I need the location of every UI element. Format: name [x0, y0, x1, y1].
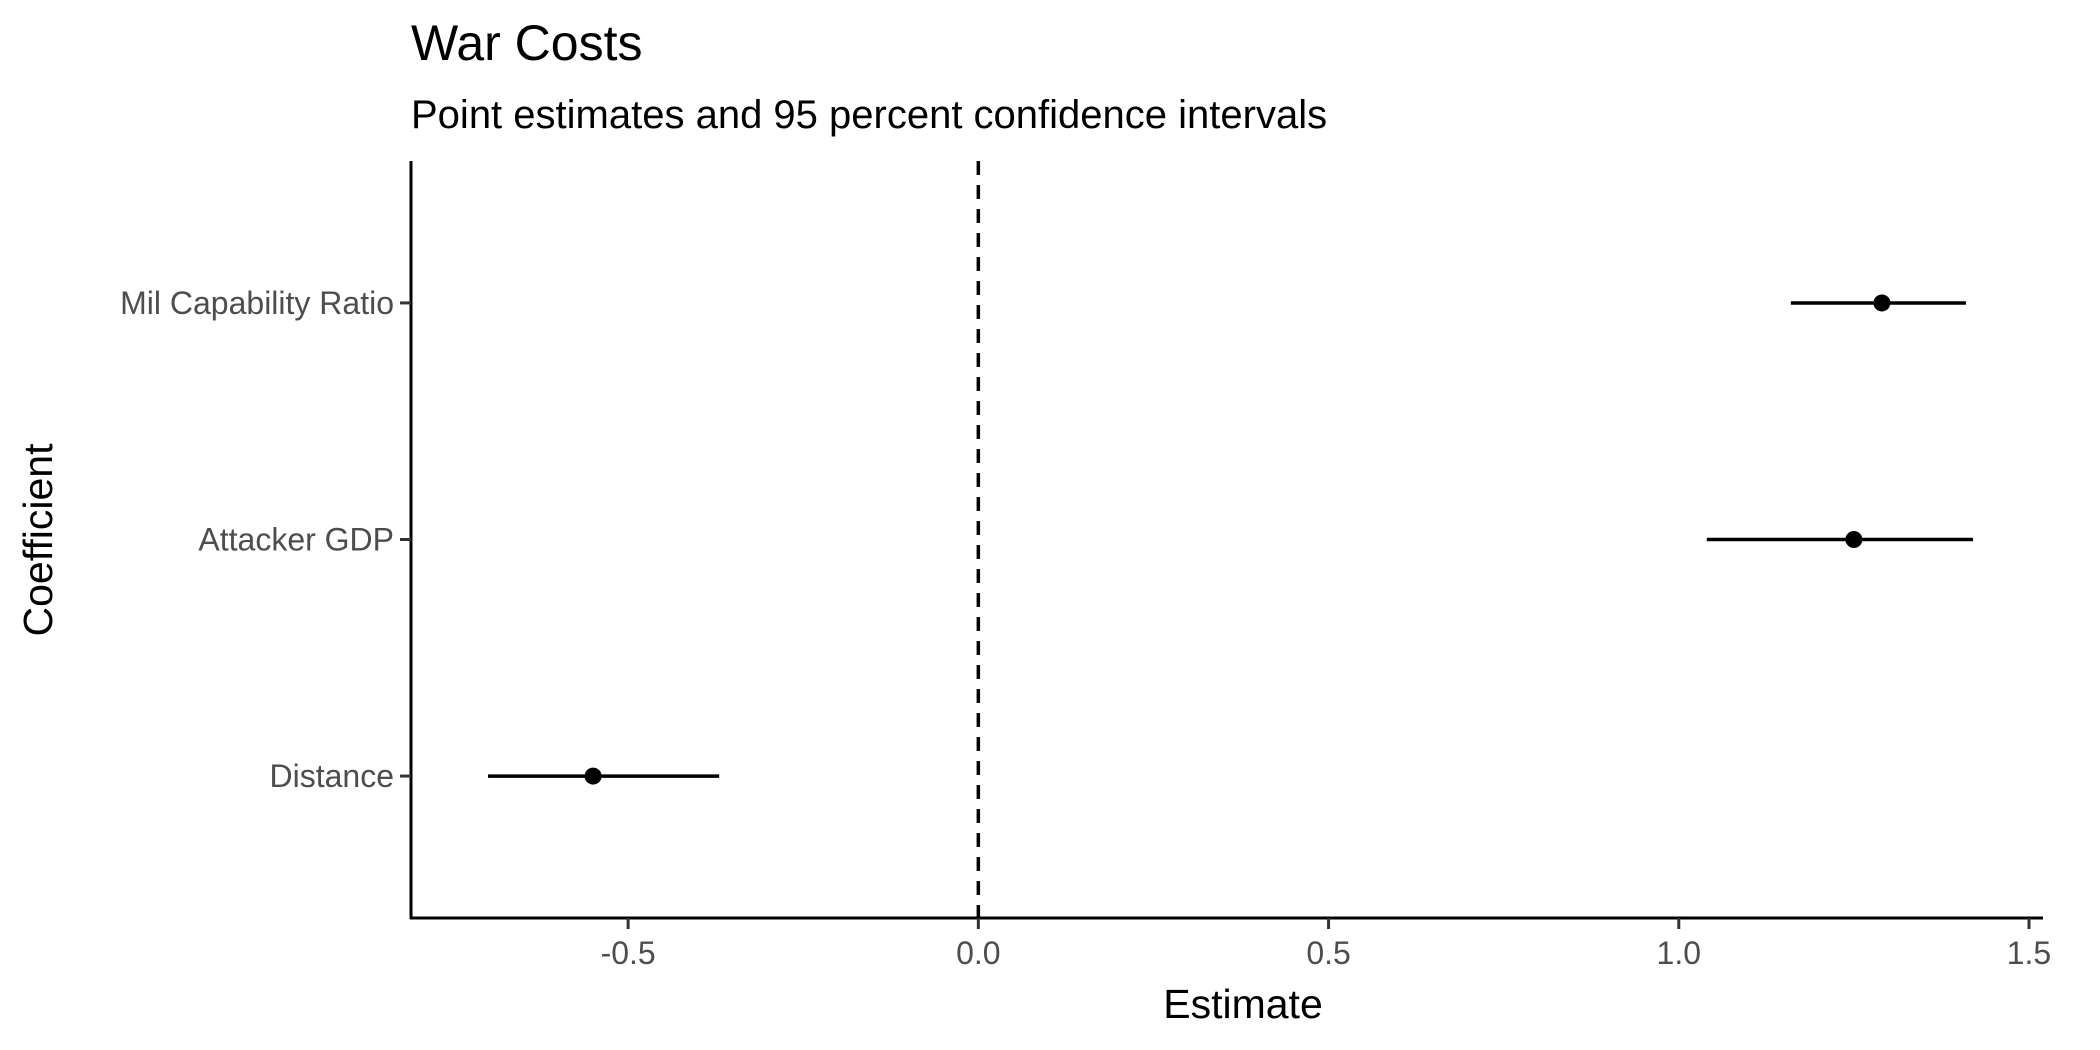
y-axis: Mil Capability Ratio Attacker GDP Distance: [120, 285, 411, 794]
y-tick-label: Distance: [270, 758, 395, 794]
plot-area: [488, 161, 1973, 918]
x-tick-label: 0.5: [1306, 935, 1350, 971]
x-axis-title: Estimate: [1163, 981, 1323, 1027]
x-axis: -0.5 0.0 0.5 1.0 1.5: [601, 918, 2051, 971]
point-estimate: [584, 767, 602, 785]
y-tick-label: Attacker GDP: [198, 522, 394, 558]
chart-title: War Costs: [411, 15, 643, 71]
y-tick-label: Mil Capability Ratio: [120, 285, 394, 321]
x-tick-label: 0.0: [956, 935, 1000, 971]
chart-subtitle: Point estimates and 95 percent confidenc…: [411, 93, 1327, 137]
point-estimate: [1845, 531, 1863, 548]
x-tick-label: 1.5: [2007, 935, 2051, 971]
x-tick-label: -0.5: [601, 935, 656, 971]
x-tick-label: 1.0: [1657, 935, 1701, 971]
y-axis-title: Coefficient: [15, 443, 61, 637]
point-estimate: [1873, 294, 1891, 312]
